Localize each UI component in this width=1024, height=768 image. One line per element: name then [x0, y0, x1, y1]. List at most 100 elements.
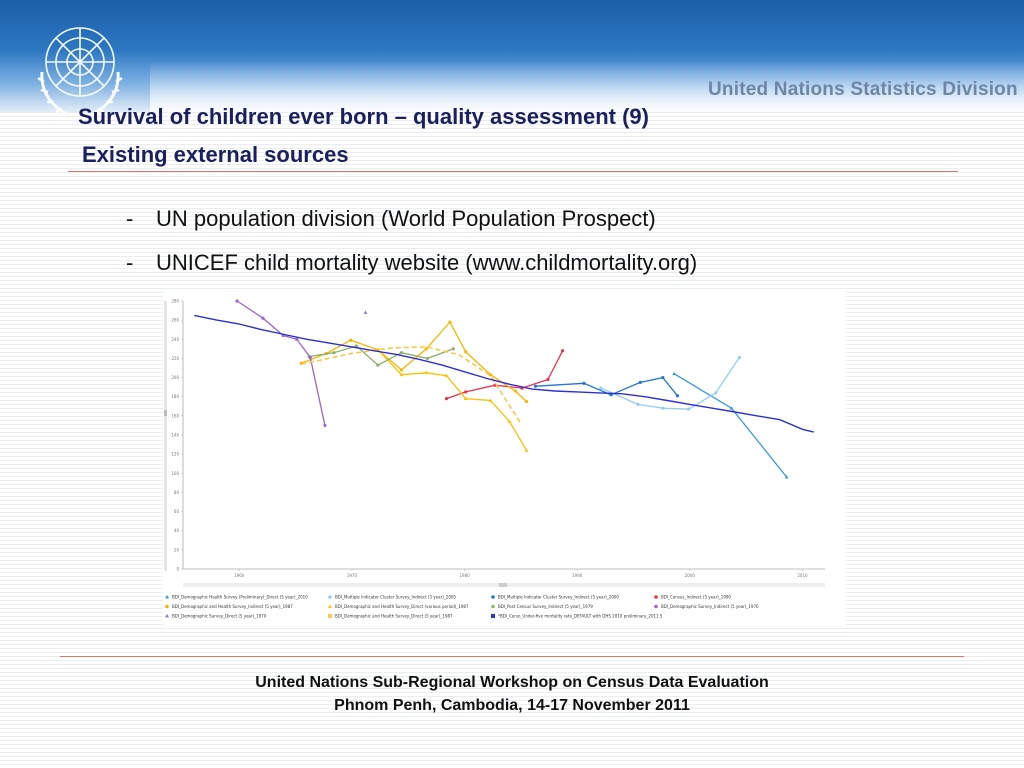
data-point: [524, 448, 529, 452]
y-tick-label: 140: [171, 433, 179, 438]
un-emblem-icon: [37, 27, 123, 116]
data-point: [687, 407, 691, 411]
y-tick-label: 200: [171, 375, 179, 380]
series-line-1: [600, 357, 740, 410]
x-tick-label: 1970: [347, 573, 358, 578]
y-tick-label: 0: [176, 567, 179, 572]
data-point: [464, 390, 468, 394]
legend-label: BDI_Demographic and Health Survey_Direct…: [335, 614, 453, 619]
bullet-text: UN population division (World Population…: [156, 206, 656, 231]
data-point: [451, 347, 455, 351]
legend-label: BDI_Census_Indirect (5 year)_1990: [661, 595, 731, 600]
title-divider: [68, 171, 958, 172]
data-point: [507, 419, 512, 423]
data-point: [463, 396, 468, 401]
data-point: [424, 370, 429, 375]
data-point: [636, 402, 640, 406]
legend-marker: [328, 614, 332, 618]
data-point: [714, 391, 718, 395]
data-point: [737, 355, 742, 360]
series-line-5: [377, 349, 528, 451]
legend-marker: [654, 595, 658, 599]
division-name: United Nations Statistics Division: [708, 79, 1018, 100]
x-tick-label: 1960: [234, 573, 245, 578]
y-tick-label: 280: [171, 299, 179, 304]
series-line-10: [194, 314, 814, 433]
data-point: [661, 406, 665, 410]
bullet-item: - UNICEF child mortality website (www.chi…: [126, 250, 698, 275]
footer-workshop: United Nations Sub-Regional Workshop on …: [255, 674, 769, 691]
legend-marker: [654, 604, 658, 609]
legend-label: BDI_Demographic Health Survey (Prelimina…: [172, 595, 308, 600]
series-line-4: [301, 320, 527, 402]
footer-location: Phnom Penh, Cambodia, 14-17 November 201…: [334, 697, 690, 714]
data-point: [323, 423, 327, 428]
x-tick-label: 2000: [685, 573, 696, 578]
left-scroll-thumb: [164, 410, 167, 416]
y-tick-label: 220: [171, 356, 179, 361]
legend-label: BDI_Multiple Indicator Cluster Survey_In…: [498, 595, 619, 600]
data-point: [672, 371, 676, 376]
data-point: [444, 373, 449, 378]
legend-label: BDI_Demographic and Health Survey_Direct…: [335, 604, 469, 609]
data-point: [424, 347, 428, 351]
legend-label: *BDI_Cerso_Under-five mortality rate_DEF…: [498, 614, 663, 619]
data-point: [582, 381, 586, 385]
x-tick-label: 1990: [572, 573, 583, 578]
slide-subtitle: Existing external sources: [82, 142, 349, 167]
data-point: [354, 344, 359, 348]
legend-label: BDI_Demographic Survey_Indirect (5 year)…: [661, 604, 759, 609]
series-line-3: [446, 350, 564, 400]
legend-marker: [328, 604, 332, 608]
y-tick-label: 240: [171, 337, 179, 342]
data-point: [560, 349, 565, 353]
series-line-0: [673, 373, 788, 478]
y-tick-label: 160: [171, 413, 179, 418]
data-point: [425, 356, 430, 361]
data-point: [546, 377, 550, 382]
y-tick-label: 40: [174, 528, 180, 533]
legend-marker: [491, 595, 495, 599]
y-tick-label: 100: [171, 471, 179, 476]
y-tick-label: 260: [171, 318, 179, 323]
left-scrollbar: [164, 301, 167, 571]
slide-title: Survival of children ever born – quality…: [78, 104, 649, 129]
legend-marker: [165, 614, 169, 618]
data-point: [349, 338, 353, 342]
data-point: [599, 386, 603, 390]
chart-panel: 0 20 40 60 80 100 120 140 160 180 200 220 240 260 280 1…: [163, 290, 846, 626]
data-point: [295, 337, 299, 341]
y-tick-label: 180: [171, 394, 179, 399]
data-point: [524, 399, 529, 404]
data-point: [444, 397, 449, 401]
data-point: [448, 320, 452, 324]
y-tick-label: 120: [171, 452, 179, 457]
data-point: [363, 310, 368, 314]
header-gradient: [150, 0, 1024, 112]
data-point: [399, 351, 404, 355]
data-point: [399, 372, 404, 377]
series-line-2: [535, 376, 679, 397]
series-line-9: [301, 346, 522, 424]
data-point: [675, 394, 680, 398]
bottom-scroll-thumb: [499, 583, 507, 587]
legend-label: BDI_Demographic and Health Survey_Indire…: [172, 604, 293, 609]
legend-label: BDI_Multiple Indicator Cluster Survey_In…: [335, 595, 456, 600]
mortality-chart: 0 20 40 60 80 100 120 140 160 180 200 220 240 260 280 1…: [164, 299, 825, 619]
data-point: [376, 363, 380, 367]
x-tick-label: 1980: [459, 573, 470, 578]
data-point: [261, 316, 265, 320]
data-point: [488, 373, 493, 377]
legend-label: BDI_Post Census Survey_Indirect (5 year)…: [498, 604, 593, 609]
footer-divider: [60, 656, 964, 657]
data-point: [464, 350, 468, 354]
data-point: [308, 355, 312, 360]
legend-marker: [328, 595, 332, 599]
data-point: [661, 375, 665, 380]
legend-marker: [491, 614, 495, 618]
legend-marker: [165, 604, 169, 609]
data-point: [332, 351, 336, 355]
data-point: [638, 380, 642, 384]
header-band: [0, 0, 1024, 112]
data-point: [533, 384, 538, 388]
